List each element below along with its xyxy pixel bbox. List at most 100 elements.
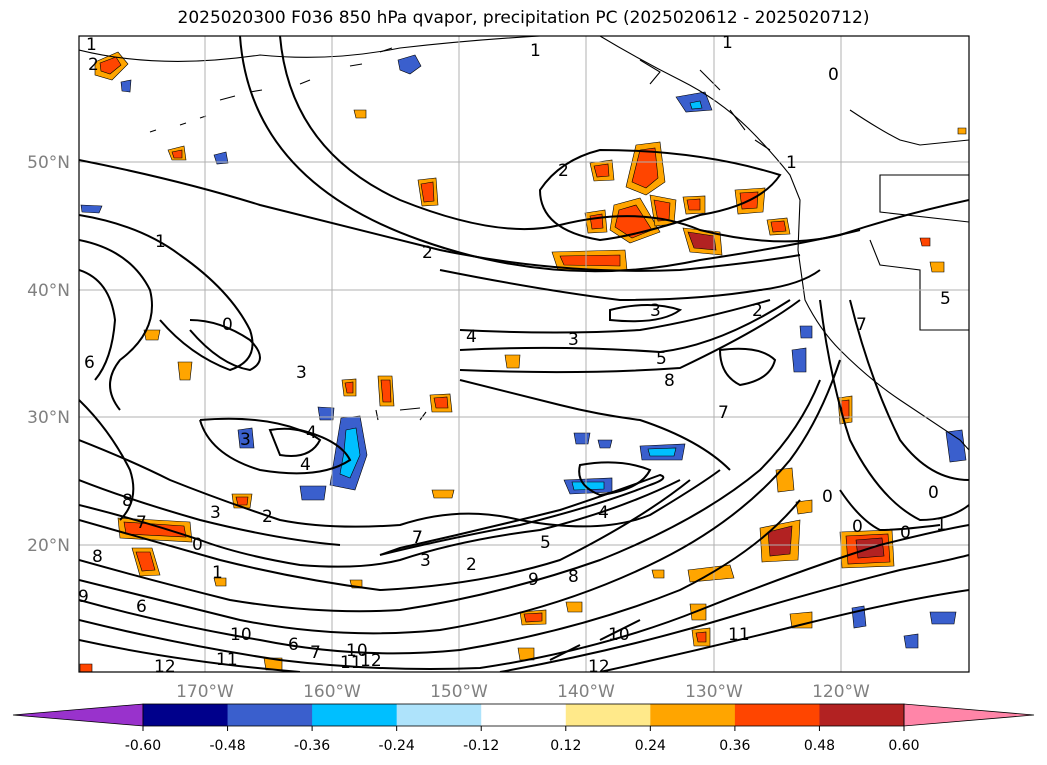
lon-label: 160°W <box>303 682 361 702</box>
contour-label: 0 <box>828 65 839 85</box>
colorbar-tick-label: 0.48 <box>804 738 835 754</box>
colorbar-tick-label: -0.48 <box>209 738 245 754</box>
contour-label: 0 <box>192 535 203 555</box>
contour-label: 9 <box>528 570 539 590</box>
contour-label: 2 <box>422 243 433 263</box>
contour-label: 8 <box>568 567 579 587</box>
contour-label: 3 <box>568 330 579 350</box>
contour-label: 8 <box>92 547 103 567</box>
contour-labels: 1 2 1 1 0 2 2 1 2 3 4 3 3 5 8 7 6 0 3 4 … <box>78 33 951 677</box>
contour-label: 3 <box>420 551 431 571</box>
contour-label: 0 <box>928 483 939 503</box>
colorbar-cell <box>481 704 567 726</box>
contour-label: 4 <box>300 455 311 475</box>
contour-label: 7 <box>412 528 423 548</box>
contour-label: 5 <box>656 349 667 369</box>
contour-label: 12 <box>154 657 176 677</box>
contour-label: 1 <box>155 232 166 252</box>
colorbar-cell <box>565 704 651 726</box>
contour-label: 0 <box>852 517 863 537</box>
longitude-labels: 170°W 160°W 150°W 140°W 130°W 120°W <box>176 682 870 702</box>
contour-label: 12 <box>588 657 610 677</box>
lon-label: 120°W <box>812 682 870 702</box>
lon-label: 140°W <box>557 682 615 702</box>
contour-label: 6 <box>136 597 147 617</box>
colorbar-cells <box>143 704 905 726</box>
contour-label: 10 <box>346 641 368 661</box>
contour-label: 6 <box>84 353 95 373</box>
colorbar-tick-label: 0.60 <box>888 738 919 754</box>
colorbar-tick-label: 0.36 <box>719 738 750 754</box>
contour-label: 6 <box>288 635 299 655</box>
colorbar-extend-low <box>12 703 144 727</box>
contour-label: 0 <box>822 487 833 507</box>
colorbar-cell <box>143 704 229 726</box>
colorbar-cell <box>396 704 482 726</box>
contour-label: 5 <box>540 533 551 553</box>
contour-label: 11 <box>216 650 238 670</box>
contour-label: 10 <box>230 625 252 645</box>
lon-label: 170°W <box>176 682 234 702</box>
contour-label: 1 <box>722 33 733 53</box>
contour-label: 8 <box>122 491 133 511</box>
contour-label: 1 <box>786 153 797 173</box>
map-title: 2025020300 F036 850 hPa qvapor, precipit… <box>177 8 870 28</box>
colorbar-extend-high <box>903 703 1035 727</box>
contour-label: 2 <box>752 301 763 321</box>
colorbar-cell <box>650 704 736 726</box>
contour-label: 11 <box>728 625 750 645</box>
contour-label: 3 <box>210 503 221 523</box>
contour-label: 7 <box>136 513 147 533</box>
colorbar-tick-label: -0.36 <box>294 738 330 754</box>
contour-label: 3 <box>240 430 251 450</box>
contour-label: 5 <box>940 289 951 309</box>
contour-label: 2 <box>262 507 273 527</box>
coastline <box>79 36 969 451</box>
qvapor-contours <box>79 36 969 672</box>
colorbar-cell <box>227 704 313 726</box>
lat-label: 50°N <box>27 153 70 173</box>
contour-label: 1 <box>86 35 97 55</box>
contour-label: 2 <box>88 55 99 75</box>
contour-label: 3 <box>296 363 307 383</box>
contour-label: 4 <box>598 503 609 523</box>
lat-label: 20°N <box>27 536 70 556</box>
lat-label: 30°N <box>27 408 70 428</box>
contour-label: 0 <box>222 315 233 335</box>
contour-label: 4 <box>306 423 317 443</box>
colorbar-cell <box>819 704 905 726</box>
colorbar-tick-label: -0.24 <box>379 738 415 754</box>
contour-label: 7 <box>310 643 321 663</box>
colorbar-tick-label: 0.12 <box>550 738 581 754</box>
contour-label: 10 <box>608 625 630 645</box>
contour-label: 7 <box>412 528 423 548</box>
map-gridlines <box>79 36 969 672</box>
lon-label: 150°W <box>430 682 488 702</box>
lon-label: 130°W <box>685 682 743 702</box>
contour-label: 1 <box>212 563 223 583</box>
lat-label: 40°N <box>27 281 70 301</box>
contour-label: 3 <box>650 301 661 321</box>
contour-label: 7 <box>718 403 729 423</box>
contour-label: 1 <box>530 41 541 61</box>
colorbar-cell <box>312 704 398 726</box>
contour-label: 2 <box>466 555 477 575</box>
contour-label: 11 <box>340 653 362 673</box>
map-frame <box>78 35 970 673</box>
colorbar-tick-label: -0.60 <box>125 738 161 754</box>
colorbar-tick-label: -0.12 <box>463 738 499 754</box>
contour-label: 12 <box>360 651 382 671</box>
contour-label: 8 <box>664 371 675 391</box>
contour-label: 1 <box>936 515 947 535</box>
colorbar-cell <box>734 704 820 726</box>
colorbar: -0.60 -0.48 -0.36 -0.24 -0.12 0.12 0.24 0.36 0.4… <box>12 703 1035 754</box>
contour-label: 0 <box>900 523 911 543</box>
contour-label: 9 <box>78 587 89 607</box>
colorbar-tick-label: 0.24 <box>635 738 666 754</box>
latitude-labels: 50°N 40°N 30°N 20°N <box>27 153 70 556</box>
contour-label: 7 <box>856 315 867 335</box>
contour-label: 2 <box>558 161 569 181</box>
colorbar-ticks: -0.60 -0.48 -0.36 -0.24 -0.12 0.12 0.24 0.36 0.4… <box>125 726 920 754</box>
contour-label: 4 <box>466 327 477 347</box>
